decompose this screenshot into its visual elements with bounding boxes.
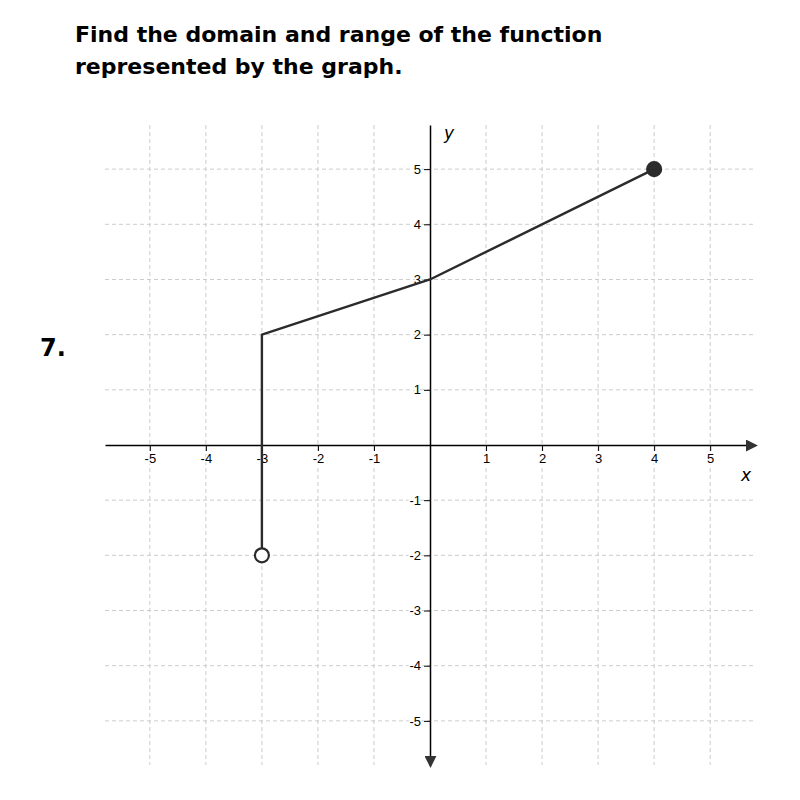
tick: 4 (651, 445, 658, 466)
tick: -1 (369, 445, 381, 466)
tick-label: 2 (539, 451, 546, 466)
tick-mark (710, 445, 711, 451)
tick-label: 4 (651, 451, 658, 466)
y-axis-label: y (443, 123, 455, 143)
x-axis-label: x (740, 465, 752, 485)
tick: 3 (595, 445, 602, 466)
tick-label: -1 (409, 493, 421, 508)
tick-label: 5 (707, 451, 714, 466)
tick-label: -1 (369, 451, 381, 466)
tick-mark (424, 169, 430, 170)
tick: 1 (414, 382, 430, 397)
tick: -3 (409, 603, 430, 618)
tick-label: 1 (483, 451, 490, 466)
tick-mark (424, 390, 430, 391)
tick-mark (150, 445, 151, 451)
tick: 1 (483, 445, 490, 466)
tick-mark (424, 611, 430, 612)
tick-mark (424, 335, 430, 336)
tick-mark (424, 500, 430, 501)
tick-label: -5 (409, 714, 421, 729)
tick-mark (424, 224, 430, 225)
tick-mark (318, 445, 319, 451)
tick-mark (424, 555, 430, 556)
subtitle: represented by the graph. (75, 54, 403, 79)
grid (105, 125, 755, 765)
tick: -5 (409, 714, 430, 729)
tick-label: 1 (414, 382, 421, 397)
tick: -2 (409, 548, 430, 563)
tick: -4 (409, 658, 430, 673)
tick-label: 4 (414, 217, 421, 232)
tick-mark (424, 666, 430, 667)
tick-mark (374, 445, 375, 451)
tick: 5 (707, 445, 714, 466)
tick-label: -4 (409, 658, 421, 673)
tick-label: -2 (313, 451, 325, 466)
tick-mark (654, 445, 655, 451)
tick: 5 (414, 162, 430, 177)
open-point (255, 548, 269, 562)
tick-label: -5 (145, 451, 157, 466)
tick-mark (206, 445, 207, 451)
tick-mark (424, 721, 430, 722)
tick: -5 (145, 445, 157, 466)
title: Find the domain and range of the functio… (75, 22, 602, 47)
tick: -2 (313, 445, 325, 466)
annotation: 7. (40, 334, 66, 362)
tick-label: -4 (201, 451, 213, 466)
tick: -1 (409, 493, 430, 508)
marks (255, 162, 661, 562)
tick: 2 (539, 445, 546, 466)
point (647, 162, 661, 176)
tick-mark (598, 445, 599, 451)
y-axis: -5-4-3-2-112345 (409, 126, 430, 766)
tick: 2 (414, 327, 430, 342)
tick-label: -2 (409, 548, 421, 563)
tick-label: 3 (595, 451, 602, 466)
chart: Find the domain and range of the functio… (0, 0, 800, 800)
tick-label: -3 (409, 603, 421, 618)
tick-label: 2 (414, 327, 421, 342)
tick-mark (486, 445, 487, 451)
line (262, 169, 654, 555)
tick-mark (542, 445, 543, 451)
tick: -4 (201, 445, 213, 466)
axis-line (430, 126, 432, 766)
tick: 4 (414, 217, 430, 232)
plot: -5-4-3-2-112345-5-4-3-2-112345xy (105, 123, 756, 766)
tick-label: 5 (414, 162, 421, 177)
